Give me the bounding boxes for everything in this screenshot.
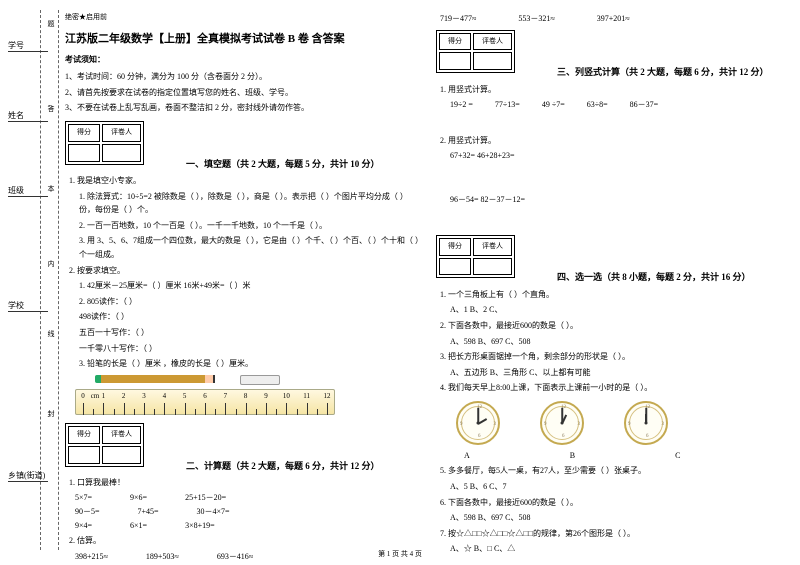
score-box-2: 得分评卷人: [65, 423, 144, 467]
section-2-title: 二、计算题（共 2 大题，每题 6 分，共计 12 分）: [186, 459, 380, 474]
q1-header: 1. 我是填空小专家。: [69, 174, 420, 188]
right-column: 719－477≈553－321≈397+201≈ 得分评卷人 三、列竖式计算（共…: [436, 12, 791, 563]
notice-2: 2、请首先按要求在试卷的指定位置填写您的姓名、班级、学号。: [65, 86, 420, 100]
estimate-header: 2. 估算。: [69, 534, 420, 548]
seal-mark-6: 封: [46, 410, 56, 417]
page-footer: 第 1 页 共 4 页: [0, 549, 800, 559]
secret-label: 绝密★启用前: [65, 12, 420, 24]
q1-3: 3. 用 3、5、6、7组成一个四位数，最大的数是（ ），它是由（ ）个千、（ …: [79, 234, 420, 261]
score-box-3: 得分评卷人: [436, 30, 515, 74]
ruler-ticks: 0cm123456789101112: [83, 389, 327, 415]
calc-row2: 90－5=7+45=30－4×7=: [75, 505, 420, 519]
q1-1: 1. 除法算式：10÷5=2 被除数是（ ），除数是（ ），商是（ ）。表示把（…: [79, 190, 420, 217]
clock-c: 12369: [624, 401, 668, 445]
q4-1: 1. 一个三角板上有（ ）个直角。: [440, 288, 791, 302]
q4-1-opts: A、1 B、2 C、: [450, 303, 791, 317]
clocks-row: 12369 12369 12369: [456, 401, 791, 445]
q4-3-opts: A、五边形 B、三角形 C、以上都有可能: [450, 366, 791, 380]
side-label-name: 姓名: [8, 110, 48, 122]
calc-header: 1. 口算我最棒！: [69, 476, 420, 490]
clock-a: 12369: [456, 401, 500, 445]
page-content: 绝密★启用前 江苏版二年级数学【上册】全真模拟考试试卷 B 卷 含答案 考试须知…: [65, 12, 795, 563]
q4-6: 6. 下面各数中，最接近600的数是（ ）。: [440, 496, 791, 510]
section-1-title: 一、填空题（共 2 大题，每题 5 分，共计 10 分）: [186, 157, 380, 172]
score-box-1: 得分评卷人: [65, 121, 144, 165]
score-box-4: 得分评卷人: [436, 235, 515, 279]
est-row2: 719－477≈553－321≈397+201≈: [440, 12, 791, 26]
q3b-row2: 96－54= 82－37－12=: [450, 193, 791, 207]
q2-3: 498读作：（ ）: [79, 310, 420, 324]
dashed-line-2: [58, 10, 59, 550]
q4-5-opts: A、5 B、6 C、7: [450, 480, 791, 494]
pencil-icon: [95, 375, 215, 383]
q4-2: 2. 下面各数中，最接近600的数是（ ）。: [440, 319, 791, 333]
q2-4: 五百一十写作：（ ）: [79, 326, 420, 340]
q4-3: 3. 把长方形桌面锯掉一个角，剩余部分的形状是（ ）。: [440, 350, 791, 364]
q4-4: 4. 我们每天早上8:00上课，下面表示上课前一小时的是（ ）。: [440, 381, 791, 395]
clock-labels: ABC: [464, 449, 791, 463]
seal-mark-1: 题: [46, 20, 56, 27]
notice-1: 1、考试时间：60 分钟，满分为 100 分（含卷面分 2 分）。: [65, 70, 420, 84]
section-3-title: 三、列竖式计算（共 2 大题，每题 6 分，共计 12 分）: [557, 65, 769, 80]
side-label-class: 班级: [8, 185, 48, 197]
calc-row1: 5×7=9×6=25+15－20=: [75, 491, 420, 505]
section-4-title: 四、选一选（共 8 小题，每题 2 分，共计 16 分）: [557, 270, 751, 285]
notice-heading: 考试须知：: [65, 53, 420, 67]
seal-mark-2: 答: [46, 105, 56, 112]
exam-title: 江苏版二年级数学【上册】全真模拟考试试卷 B 卷 含答案: [65, 30, 420, 49]
dashed-line-1: [40, 10, 41, 550]
q2-1: 1. 42厘米－25厘米=（ ）厘米 16米+49米=（ ）米: [79, 279, 420, 293]
q4-6-opts: A、598 B、697 C、508: [450, 511, 791, 525]
q2-6: 3. 铅笔的长是（ ）厘米 ，橡皮的长是（ ）厘米。: [79, 357, 420, 371]
seal-mark-4: 内: [46, 260, 56, 267]
binding-sidebar: 学号 姓名 班级 学校 乡镇(街道) 题 答 本 内 线 封: [8, 10, 56, 550]
notice-3: 3、不要在试卷上乱写乱画，卷面不整洁扣 2 分，密封线外请勿作答。: [65, 101, 420, 115]
clock-b: 12369: [540, 401, 584, 445]
left-column: 绝密★启用前 江苏版二年级数学【上册】全真模拟考试试卷 B 卷 含答案 考试须知…: [65, 12, 420, 563]
q4-5: 5. 多多餐厅，每5人一桌，有27人，至少需要（ ）张桌子。: [440, 464, 791, 478]
q4-2-opts: A、598 B、697 C、508: [450, 335, 791, 349]
q3a-row: 19÷2 =77÷13=49 ÷7=63÷8=86－37=: [450, 98, 791, 112]
q2-2: 2. 805读作：（ ）: [79, 295, 420, 309]
side-label-town: 乡镇(街道): [8, 470, 48, 482]
q4-7: 7. 按☆△□□☆△□□☆△□□的规律，第26个图形是（ ）。: [440, 527, 791, 541]
ruler-figure: 0cm123456789101112: [75, 375, 335, 415]
eraser-icon: [240, 375, 280, 385]
side-label-studentid: 学号: [8, 40, 48, 52]
q2-header: 2. 按要求填空。: [69, 264, 420, 278]
q2-5: 一千零八十写作：（ ）: [79, 342, 420, 356]
q3b-row1: 67+32= 46+28+23=: [450, 149, 791, 163]
calc-row3: 9×4=6×1=3×8+19=: [75, 519, 420, 533]
q3a: 1. 用竖式计算。: [440, 83, 791, 97]
seal-mark-5: 线: [46, 330, 56, 337]
seal-mark-3: 本: [46, 185, 56, 192]
q3b: 2. 用竖式计算。: [440, 134, 791, 148]
side-label-school: 学校: [8, 300, 48, 312]
q1-2: 2. 一百一百地数，10 个一百是（ ）。一千一千地数，10 个一千是（ ）。: [79, 219, 420, 233]
